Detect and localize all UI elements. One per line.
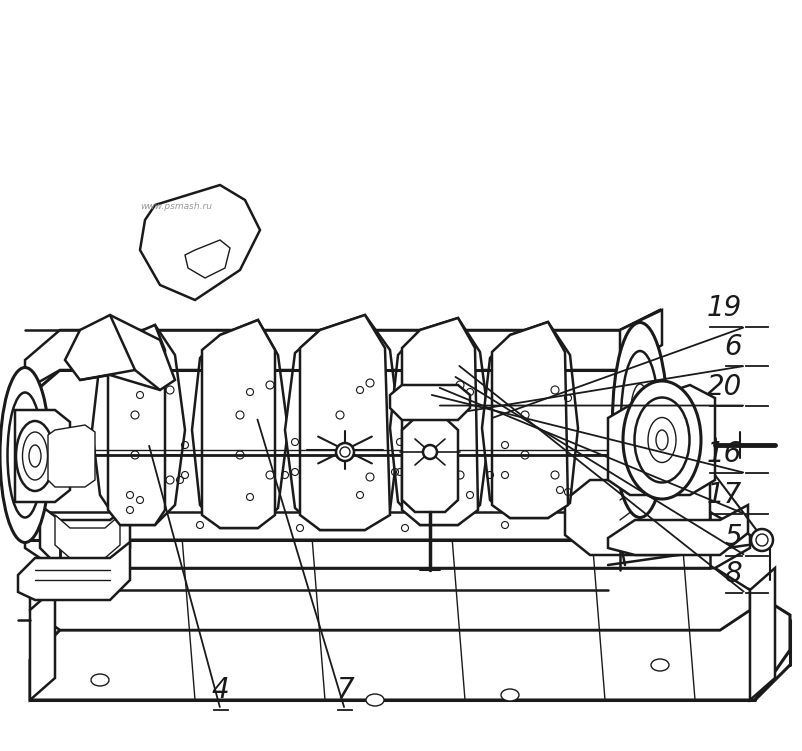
- Text: 17: 17: [707, 481, 742, 509]
- Text: 5: 5: [724, 523, 742, 550]
- Polygon shape: [300, 315, 390, 530]
- Polygon shape: [185, 240, 230, 278]
- Text: 4: 4: [212, 676, 229, 704]
- Polygon shape: [30, 590, 790, 700]
- Polygon shape: [30, 568, 750, 630]
- Ellipse shape: [656, 430, 668, 450]
- Ellipse shape: [651, 659, 669, 671]
- Polygon shape: [15, 410, 70, 502]
- Ellipse shape: [634, 397, 690, 482]
- Text: 7: 7: [336, 676, 354, 704]
- Polygon shape: [92, 325, 185, 525]
- Polygon shape: [608, 385, 715, 495]
- Polygon shape: [55, 515, 120, 558]
- Polygon shape: [402, 418, 458, 512]
- Ellipse shape: [613, 322, 667, 517]
- Polygon shape: [620, 310, 662, 370]
- Polygon shape: [40, 505, 130, 568]
- Ellipse shape: [0, 367, 50, 542]
- Ellipse shape: [630, 384, 650, 456]
- Polygon shape: [25, 310, 660, 390]
- Polygon shape: [30, 588, 55, 700]
- Ellipse shape: [7, 393, 43, 517]
- Polygon shape: [390, 318, 490, 525]
- Polygon shape: [108, 325, 165, 525]
- Polygon shape: [750, 568, 775, 700]
- Text: www.psmash.ru: www.psmash.ru: [140, 202, 213, 211]
- Ellipse shape: [366, 694, 384, 706]
- Ellipse shape: [340, 447, 350, 457]
- Text: 19: 19: [707, 294, 742, 321]
- Text: 16: 16: [707, 440, 742, 468]
- Ellipse shape: [336, 443, 354, 461]
- Ellipse shape: [621, 351, 659, 489]
- Polygon shape: [25, 370, 660, 540]
- Ellipse shape: [423, 445, 437, 459]
- Ellipse shape: [501, 689, 519, 701]
- Polygon shape: [492, 322, 568, 518]
- Polygon shape: [48, 425, 95, 487]
- Polygon shape: [192, 320, 288, 528]
- Polygon shape: [402, 318, 478, 525]
- Ellipse shape: [623, 381, 701, 499]
- Polygon shape: [565, 465, 710, 555]
- Ellipse shape: [22, 432, 47, 480]
- Polygon shape: [25, 512, 750, 568]
- Polygon shape: [390, 385, 470, 420]
- Polygon shape: [202, 320, 275, 528]
- Ellipse shape: [91, 674, 109, 686]
- Ellipse shape: [16, 421, 54, 491]
- Ellipse shape: [751, 529, 773, 551]
- Polygon shape: [482, 322, 578, 518]
- Polygon shape: [140, 185, 260, 300]
- Polygon shape: [608, 505, 748, 555]
- Text: 20: 20: [707, 372, 742, 400]
- Polygon shape: [285, 315, 400, 530]
- Ellipse shape: [29, 445, 41, 467]
- Text: 6: 6: [724, 333, 742, 360]
- Ellipse shape: [648, 418, 676, 463]
- Text: 8: 8: [724, 560, 742, 588]
- Polygon shape: [65, 315, 175, 390]
- Polygon shape: [18, 542, 130, 600]
- Ellipse shape: [16, 423, 34, 487]
- Ellipse shape: [756, 534, 768, 546]
